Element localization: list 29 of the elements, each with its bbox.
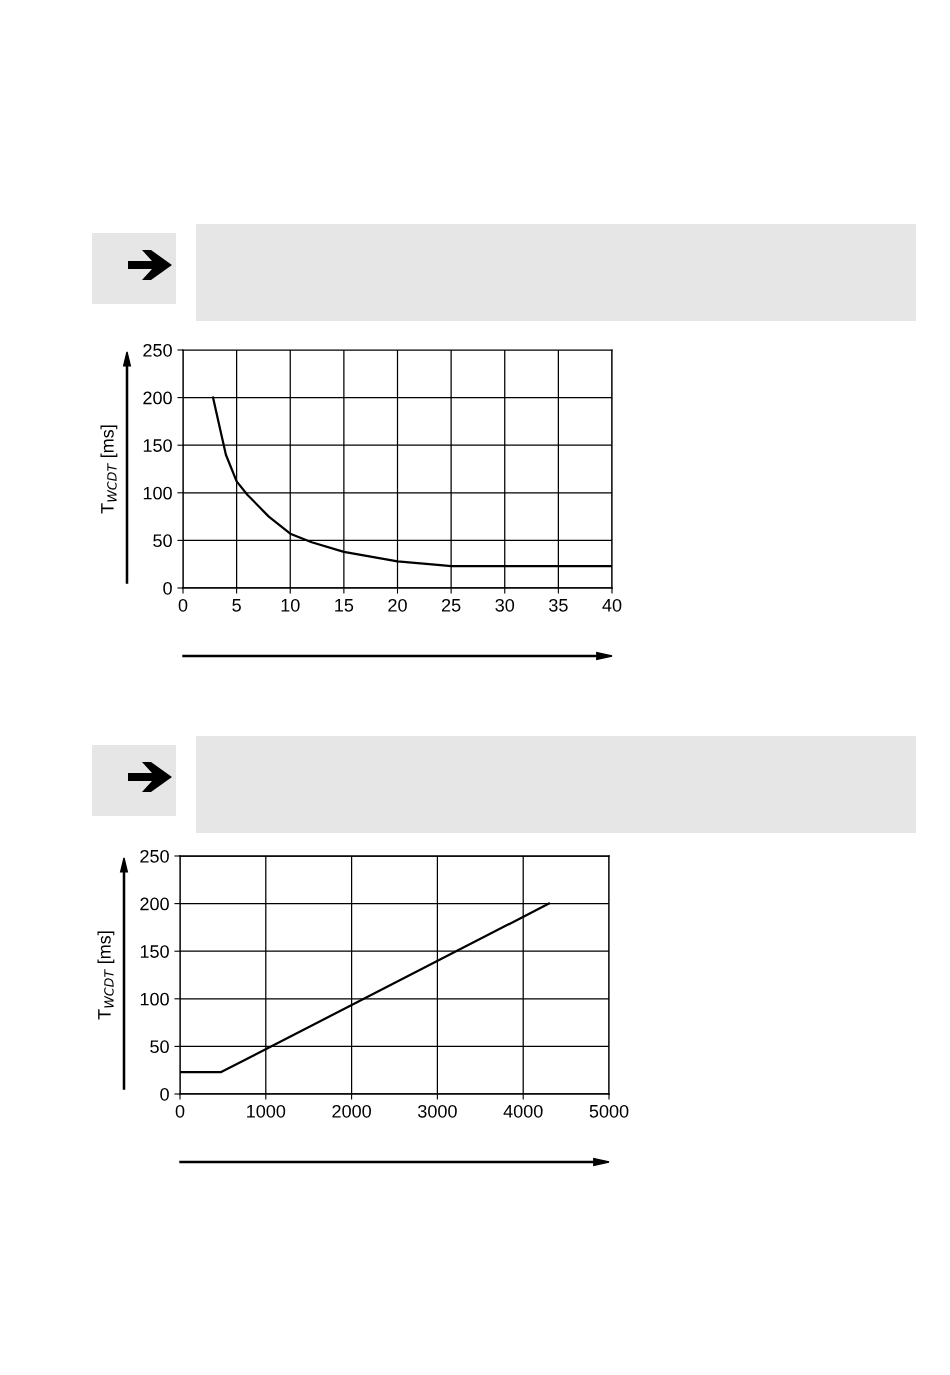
x-tick-label: 0	[175, 1104, 185, 1118]
y-tick-label: 50	[150, 1040, 169, 1054]
x-tick-label: 0	[178, 598, 188, 612]
y-tick-label: 200	[140, 897, 169, 911]
y-tick-label: 100	[140, 992, 169, 1006]
x-tick-label: 5	[232, 599, 241, 612]
x-tick-label: 40	[602, 598, 622, 612]
x-tick-label: 20	[388, 598, 407, 612]
y-tick-label: 200	[143, 391, 172, 405]
y-tick-label: 50	[153, 534, 172, 548]
x-tick-label: 15	[335, 599, 354, 612]
x-tick-label: 35	[549, 598, 568, 612]
x-tick-label: 1000	[247, 1104, 286, 1118]
y-tick-label: 100	[143, 486, 172, 500]
y-axis-title: T$_{WCDT}$ [ms]	[97, 931, 115, 1020]
x-tick-label: 3000	[418, 1104, 457, 1118]
y-tick-label: 250	[140, 849, 169, 863]
x-tick-label: 10	[281, 598, 300, 612]
x-tick-label: 25	[441, 598, 461, 612]
y-tick-label: 150	[140, 945, 169, 958]
y-tick-label: 150	[143, 439, 172, 452]
y-tick-label: 250	[143, 343, 172, 357]
x-tick-label: 5000	[589, 1104, 629, 1118]
x-tick-label: 2000	[332, 1104, 371, 1118]
y-axis-title: T$_{WCDT}$ [ms]	[100, 425, 118, 514]
y-tick-label: 0	[160, 1087, 169, 1101]
x-tick-label: 4000	[503, 1104, 543, 1118]
x-tick-label: 30	[495, 598, 515, 612]
y-tick-label: 0	[163, 581, 172, 595]
